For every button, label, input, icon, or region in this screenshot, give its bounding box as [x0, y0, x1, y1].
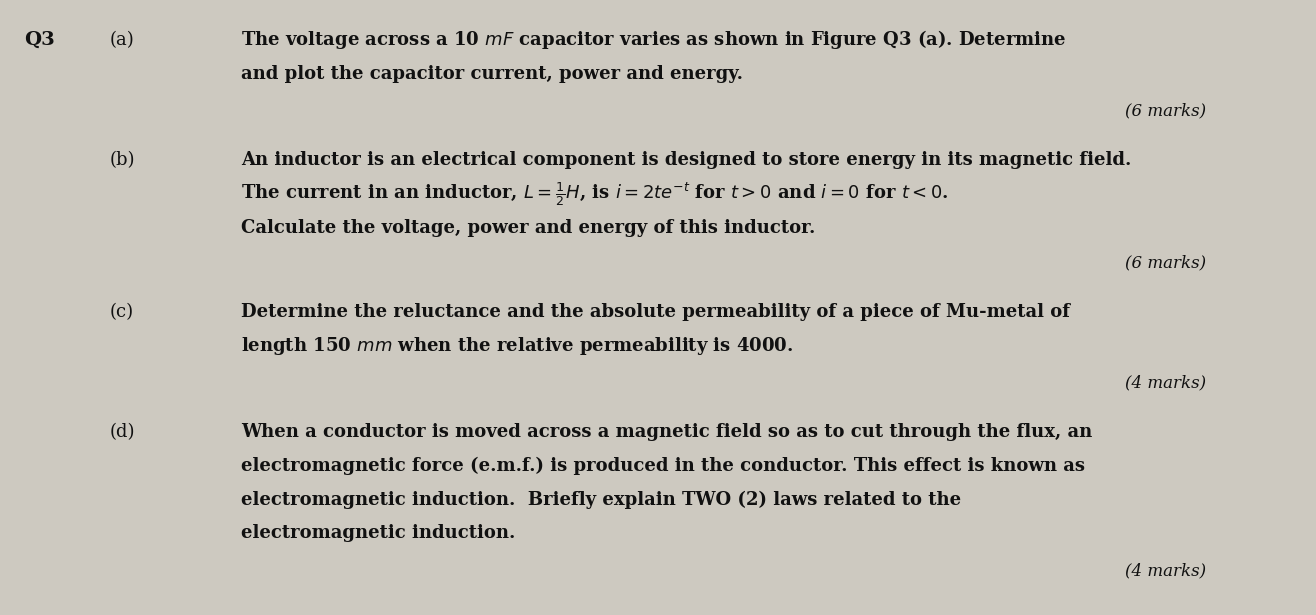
Text: An inductor is an electrical component is designed to store energy in its magnet: An inductor is an electrical component i…: [241, 151, 1132, 169]
Text: (a): (a): [109, 31, 134, 49]
Text: (4 marks): (4 marks): [1125, 374, 1207, 391]
Text: Determine the reluctance and the absolute permeability of a piece of Mu-metal of: Determine the reluctance and the absolut…: [241, 303, 1070, 322]
Text: The voltage across a 10 $mF$ capacitor varies as shown in Figure Q3 (a). Determi: The voltage across a 10 $mF$ capacitor v…: [241, 28, 1066, 52]
Text: electromagnetic induction.: electromagnetic induction.: [241, 524, 515, 542]
Text: (b): (b): [109, 151, 134, 169]
Text: electromagnetic force (e.m.f.) is produced in the conductor. This effect is know: electromagnetic force (e.m.f.) is produc…: [241, 456, 1084, 475]
Text: Calculate the voltage, power and energy of this inductor.: Calculate the voltage, power and energy …: [241, 218, 815, 237]
Text: length 150 $mm$ when the relative permeability is 4000.: length 150 $mm$ when the relative permea…: [241, 335, 794, 357]
Text: When a conductor is moved across a magnetic field so as to cut through the flux,: When a conductor is moved across a magne…: [241, 423, 1092, 441]
Text: (c): (c): [109, 303, 133, 322]
Text: The current in an inductor, $L = \frac{1}{2}H$, is $i = 2te^{-t}$ for $t > 0$ an: The current in an inductor, $L = \frac{1…: [241, 180, 949, 208]
Text: (6 marks): (6 marks): [1125, 255, 1207, 272]
Text: and plot the capacitor current, power and energy.: and plot the capacitor current, power an…: [241, 65, 742, 83]
Text: (4 marks): (4 marks): [1125, 562, 1207, 579]
Text: electromagnetic induction.  Briefly explain TWO (2) laws related to the: electromagnetic induction. Briefly expla…: [241, 490, 961, 509]
Text: Q3: Q3: [24, 31, 54, 49]
Text: (d): (d): [109, 423, 134, 441]
Text: (6 marks): (6 marks): [1125, 102, 1207, 119]
